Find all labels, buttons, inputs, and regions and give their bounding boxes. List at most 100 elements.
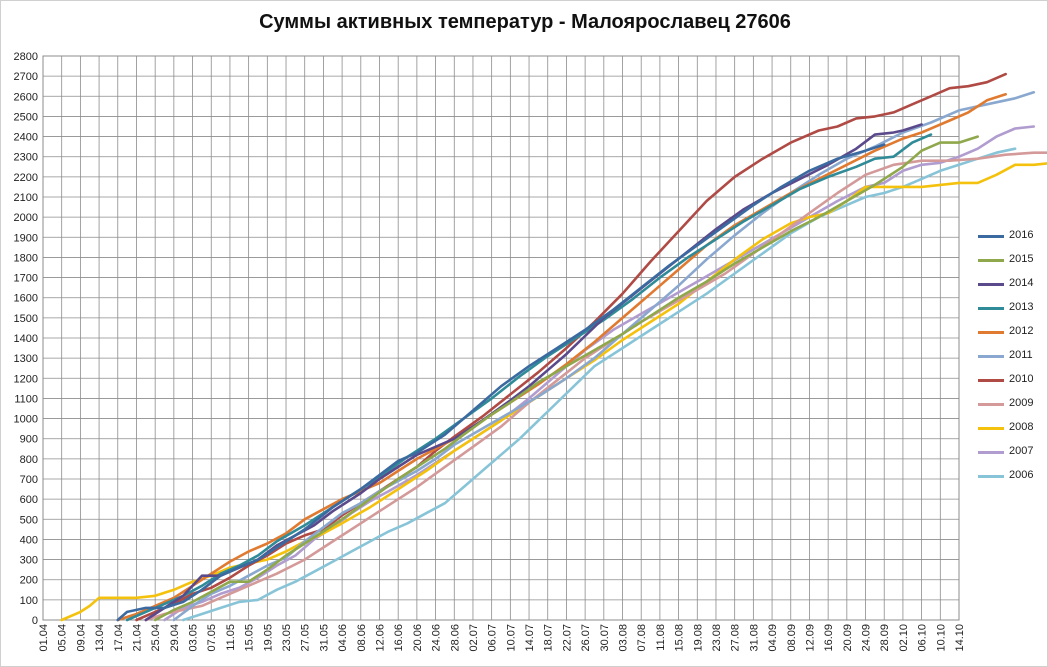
y-tick-label: 1600 — [14, 293, 38, 305]
x-tick-label: 28.09 — [879, 624, 891, 652]
legend-swatch — [978, 475, 1004, 478]
x-tick-label: 19.05 — [262, 624, 274, 652]
x-tick-label: 20.06 — [412, 624, 424, 652]
x-tick-label: 05.04 — [57, 624, 69, 652]
x-tick-label: 31.08 — [748, 624, 760, 652]
x-tick-label: 04.09 — [767, 624, 779, 652]
x-tick-label: 12.09 — [804, 624, 816, 652]
y-tick-label: 2300 — [14, 152, 38, 164]
legend-label: 2014 — [1009, 277, 1034, 289]
x-tick-label: 11.05 — [225, 624, 237, 651]
legend-label: 2009 — [1009, 397, 1034, 409]
y-tick-label: 200 — [20, 575, 38, 587]
series-line-2013 — [125, 133, 933, 622]
x-tick-label: 06.10 — [917, 624, 929, 652]
legend-item-2009: 2009 — [978, 397, 1048, 413]
y-tick-label: 1500 — [14, 313, 38, 325]
x-tick-label: 26.07 — [580, 624, 592, 652]
x-tick-label: 09.04 — [75, 624, 87, 652]
x-tick-label: 20.09 — [842, 624, 854, 652]
x-tick-label: 14.10 — [954, 624, 966, 652]
y-tick-label: 1700 — [14, 273, 38, 285]
y-tick-label: 600 — [20, 494, 38, 506]
x-tick-label: 31.05 — [318, 624, 330, 652]
x-tick-label: 23.05 — [281, 624, 293, 652]
legend-label: 2012 — [1009, 325, 1034, 337]
legend-swatch — [978, 283, 1004, 286]
legend-item-2012: 2012 — [978, 325, 1048, 341]
series-line-2015 — [153, 135, 980, 622]
x-tick-label: 25.04 — [150, 624, 162, 652]
x-tick-label: 24.09 — [861, 624, 873, 652]
x-tick-label: 16.06 — [393, 624, 405, 652]
x-tick-label: 03.05 — [188, 624, 200, 652]
x-tick-label: 08.09 — [786, 624, 798, 652]
legend-label: 2015 — [1009, 253, 1034, 265]
legend-swatch — [978, 235, 1004, 238]
legend-swatch — [978, 331, 1004, 334]
y-tick-label: 2400 — [14, 132, 38, 144]
legend-label: 2013 — [1009, 301, 1034, 313]
y-tick-label: 1100 — [14, 393, 38, 405]
legend-label: 2016 — [1009, 229, 1034, 241]
legend-swatch — [978, 427, 1004, 430]
x-tick-label: 30.07 — [599, 624, 611, 652]
legend-swatch — [978, 355, 1004, 358]
x-tick-label: 01.04 — [38, 624, 50, 652]
chart-title: Суммы активных температур - Малоярославе… — [259, 11, 791, 33]
y-tick-label: 1000 — [14, 414, 38, 426]
y-tick-label: 1900 — [14, 232, 38, 244]
legend-item-2015: 2015 — [978, 253, 1048, 269]
y-tick-label: 400 — [20, 534, 38, 546]
legend-label: 2006 — [1009, 469, 1034, 481]
x-tick-label: 27.05 — [300, 624, 312, 652]
series-line-2006 — [181, 147, 1017, 622]
y-tick-label: 2700 — [14, 71, 38, 83]
y-tick-label: 100 — [20, 595, 38, 607]
legend-label: 2007 — [1009, 445, 1034, 457]
x-tick-label: 07.05 — [206, 624, 218, 652]
y-tick-label: 500 — [20, 514, 38, 526]
y-tick-label: 2100 — [14, 192, 38, 204]
y-tick-label: 1400 — [14, 333, 38, 345]
x-tick-label: 28.06 — [449, 624, 461, 652]
x-tick-label: 10.10 — [935, 624, 947, 652]
y-tick-label: 1800 — [14, 252, 38, 264]
legend-swatch — [978, 379, 1004, 382]
y-tick-label: 900 — [20, 434, 38, 446]
legend-item-2016: 2016 — [978, 229, 1048, 245]
legend-item-2010: 2010 — [978, 373, 1048, 389]
series-line-2009 — [144, 151, 1047, 622]
x-tick-label: 11.08 — [655, 624, 667, 651]
legend-item-2006: 2006 — [978, 469, 1048, 485]
legend-item-2011: 2011 — [978, 349, 1048, 365]
x-tick-label: 16.09 — [823, 624, 835, 652]
x-tick-label: 10.07 — [505, 624, 517, 652]
x-tick-label: 19.08 — [692, 624, 704, 652]
x-tick-label: 02.10 — [898, 624, 910, 652]
x-tick-label: 24.06 — [431, 624, 443, 652]
y-tick-label: 1200 — [14, 373, 38, 385]
y-tick-label: 0 — [32, 615, 38, 627]
y-tick-label: 800 — [20, 454, 38, 466]
x-tick-label: 15.08 — [674, 624, 686, 652]
legend-item-2007: 2007 — [978, 445, 1048, 461]
legend-item-2008: 2008 — [978, 421, 1048, 437]
legend-swatch — [978, 451, 1004, 454]
series-line-2016 — [116, 143, 886, 622]
x-tick-label: 13.04 — [94, 624, 106, 652]
x-tick-label: 21.04 — [131, 624, 143, 652]
x-tick-label: 27.08 — [730, 624, 742, 652]
legend-item-2013: 2013 — [978, 301, 1048, 317]
y-tick-label: 2800 — [14, 51, 38, 63]
x-tick-label: 07.08 — [636, 624, 648, 652]
y-tick-label: 2500 — [14, 111, 38, 123]
x-tick-label: 02.07 — [468, 624, 480, 652]
x-tick-label: 03.08 — [618, 624, 630, 652]
x-tick-label: 06.07 — [487, 624, 499, 652]
x-tick-label: 17.04 — [113, 624, 125, 652]
legend-item-2014: 2014 — [978, 277, 1048, 293]
y-tick-label: 2600 — [14, 91, 38, 103]
